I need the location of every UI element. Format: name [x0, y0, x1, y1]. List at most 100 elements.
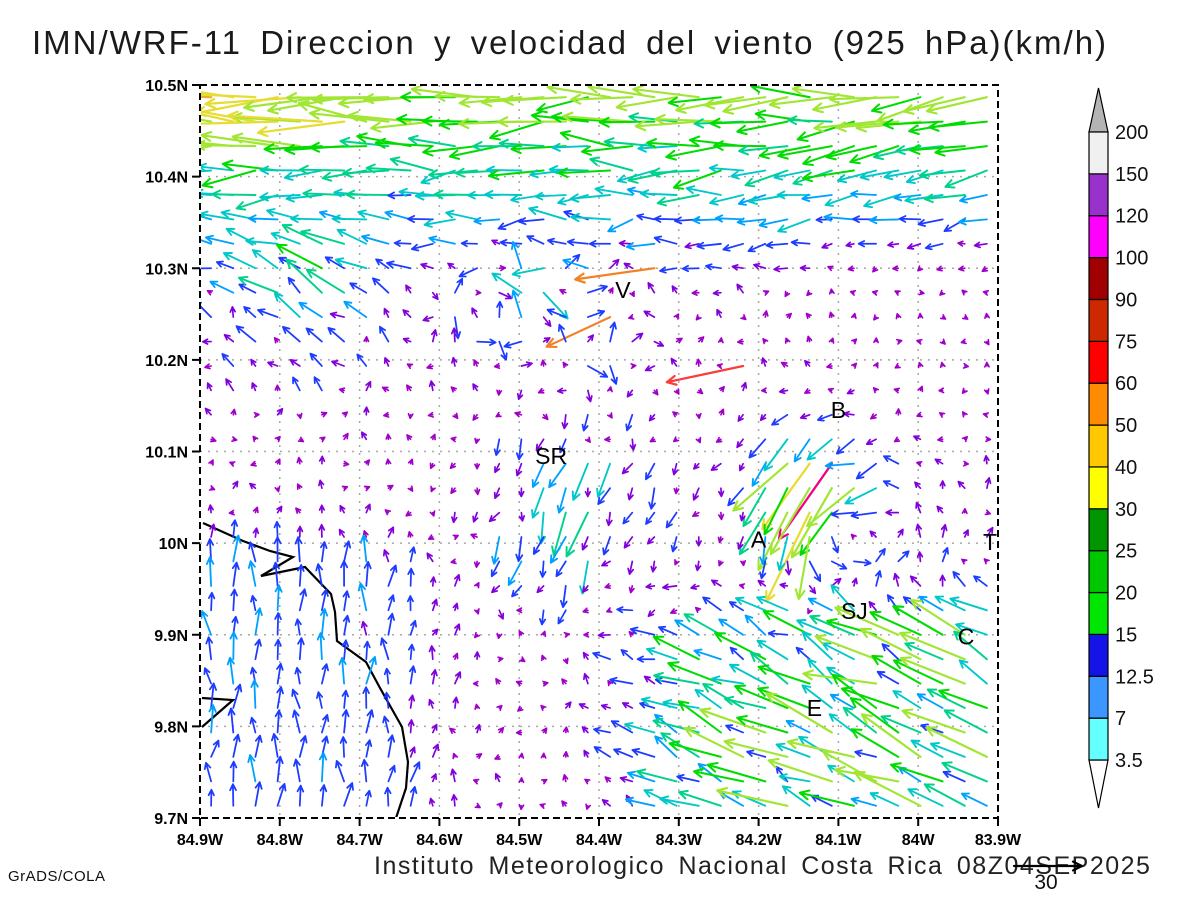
wind-arrow: [708, 164, 745, 173]
wind-arrow: [737, 413, 744, 422]
wind-arrow: [542, 291, 569, 320]
wind-arrow: [692, 487, 700, 501]
wind-arrow: [683, 613, 722, 636]
wind-arrow: [408, 694, 416, 709]
wind-arrow: [880, 714, 922, 734]
wind-arrow: [493, 487, 501, 500]
wind-arrow: [851, 577, 858, 587]
wind-arrow: [252, 506, 259, 514]
wind-arrow: [445, 209, 479, 221]
wind-arrow: [309, 352, 323, 367]
wind-arrow: [453, 316, 461, 340]
wind-arrow: [629, 290, 635, 298]
wind-arrow: [609, 258, 620, 270]
wind-arrow: [718, 408, 725, 416]
wind-arrow: [230, 519, 239, 538]
wind-arrow: [717, 536, 724, 544]
wind-arrow: [674, 558, 680, 566]
wind-arrow: [296, 483, 303, 491]
wind-arrow: [285, 258, 323, 294]
wind-arrow: [732, 462, 789, 512]
wind-arrow: [596, 462, 612, 498]
wind-arrow: [790, 239, 811, 247]
wind-arrow: [276, 505, 283, 514]
wind-arrow: [690, 583, 700, 590]
wind-arrow: [804, 359, 811, 367]
wind-arrow: [518, 511, 526, 522]
wind-arrow: [540, 704, 547, 712]
wind-arrow: [300, 229, 346, 245]
wind-arrow: [210, 739, 220, 758]
wind-arrow: [717, 511, 725, 521]
wind-arrow: [490, 560, 501, 578]
wind-arrow: [221, 353, 235, 367]
wind-arrow: [428, 797, 436, 807]
station-label: SJ: [841, 598, 868, 624]
wind-arrow: [430, 433, 436, 441]
wind-arrow: [597, 631, 611, 639]
wind-arrow: [621, 702, 634, 709]
wind-arrow: [402, 337, 412, 344]
wind-arrow: [973, 575, 988, 587]
wind-arrow: [934, 595, 966, 612]
wind-arrow: [587, 309, 606, 318]
colorbar-level-label: 30: [1115, 499, 1137, 521]
station-label: SR: [535, 443, 567, 469]
wind-arrow: [587, 86, 656, 99]
wind-arrow: [485, 165, 523, 175]
y-axis-tick-label: 10.4N: [145, 170, 188, 187]
wind-arrow: [458, 96, 523, 108]
wind-arrow: [718, 559, 724, 567]
wind-arrow: [918, 169, 966, 180]
wind-arrow: [730, 169, 767, 180]
wind-arrow: [658, 625, 678, 636]
colorbar-level-label: 100: [1115, 248, 1148, 270]
wind-arrow: [537, 511, 547, 545]
wind-arrow: [365, 380, 372, 392]
wind-arrow: [362, 93, 434, 105]
colorbar-segment: [1088, 298, 1109, 342]
wind-arrow: [488, 511, 501, 523]
wind-arrow: [384, 509, 392, 516]
wind-arrow: [899, 631, 966, 661]
wind-arrow: [796, 618, 833, 636]
wind-arrow: [609, 676, 634, 685]
wind-arrow: [763, 487, 789, 536]
colorbar-segment: [1088, 508, 1109, 552]
wind-arrow: [604, 583, 611, 590]
wind-arrow: [748, 438, 767, 459]
wind-arrow: [204, 96, 301, 109]
wind-arrow: [699, 707, 767, 734]
wind-arrow: [338, 656, 347, 685]
wind-arrow: [983, 388, 990, 395]
wind-arrow: [297, 637, 305, 661]
wind-arrow: [939, 338, 946, 345]
wind-arrow: [341, 709, 350, 734]
wind-arrow: [430, 329, 438, 343]
wind-arrow: [291, 688, 301, 709]
colorbar-below-arrow: [1088, 759, 1109, 809]
wind-arrow: [684, 242, 700, 250]
wind-arrow: [631, 748, 656, 758]
wind-arrow: [250, 679, 259, 709]
wind-arrow: [583, 672, 590, 685]
wind-arrow: [909, 575, 922, 587]
wind-arrow: [749, 651, 789, 685]
colorbar-level-label: 60: [1115, 373, 1137, 395]
wind-arrow: [957, 240, 966, 247]
wind-arrow: [959, 194, 988, 204]
wind-arrow: [582, 585, 589, 593]
wind-arrow: [828, 311, 835, 319]
wind-arrow: [605, 511, 613, 527]
wind-arrow: [645, 511, 656, 525]
wind-arrow: [738, 462, 745, 472]
wind-arrow: [382, 549, 390, 563]
colorbar-segment: [1088, 591, 1109, 635]
wind-arrow: [319, 784, 328, 807]
wind-arrow: [897, 528, 904, 538]
wind-arrow: [953, 630, 988, 661]
wind-arrow: [429, 576, 437, 587]
wind-arrow: [662, 583, 678, 591]
wind-arrow: [249, 716, 257, 734]
